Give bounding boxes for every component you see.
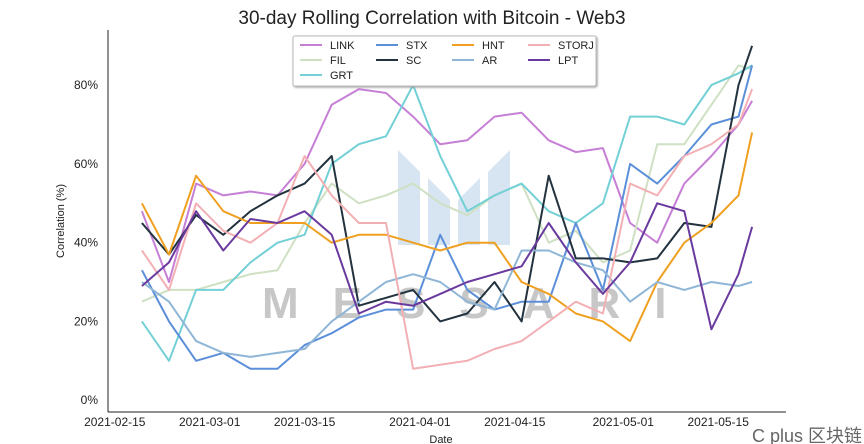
plot-area [140, 45, 754, 370]
y-ticks: 0% 20% 40% 60% 80% [74, 78, 98, 407]
y-tick-label: 20% [74, 314, 98, 328]
series-line-storj [141, 88, 754, 370]
messari-text-watermark: MESSARI [262, 279, 700, 328]
legend-label-lpt: LPT [558, 55, 578, 67]
x-tick-label: 2021-05-01 [593, 415, 655, 429]
series-line-grt [141, 64, 753, 362]
x-tick-label: 2021-04-15 [484, 415, 546, 429]
legend-box [292, 35, 597, 87]
messari-logo-watermark [398, 150, 510, 245]
legend-label-grt: GRT [330, 70, 353, 82]
y-tick-label: 0% [81, 393, 99, 407]
series-line-ar [141, 249, 753, 358]
series-line-hnt [141, 132, 754, 343]
x-tick-label: 2021-04-01 [389, 415, 451, 429]
legend-label-fil: FIL [330, 55, 346, 67]
legend-label-link: LINK [330, 40, 355, 52]
source-watermark: C plus 区块链 [752, 426, 862, 444]
series-line-fil [141, 64, 753, 303]
series-line-link [140, 88, 753, 283]
x-tick-label: 2021-03-01 [179, 415, 241, 429]
x-tick-label: 2021-02-15 [84, 415, 146, 429]
legend-label-ar: AR [482, 55, 497, 67]
legend-label-sc: SC [406, 55, 421, 67]
x-axis-label: Date [429, 434, 452, 444]
y-tick-label: 60% [74, 157, 98, 171]
legend-label-stx: STX [406, 40, 428, 52]
y-tick-label: 40% [74, 236, 98, 250]
series-line-sc [141, 45, 754, 323]
x-ticks: 2021-02-15 2021-03-01 2021-03-15 2021-04-01… [84, 415, 749, 429]
y-tick-label: 80% [74, 78, 98, 92]
series-line-stx [141, 65, 754, 370]
chart-title: 30-day Rolling Correlation with Bitcoin … [238, 8, 625, 29]
legend-label-hnt: HNT [482, 40, 505, 52]
legend-label-storj: STORJ [558, 40, 594, 52]
y-axis-label: Correlation (%) [55, 184, 67, 258]
series-line-lpt [141, 202, 754, 331]
x-tick-label: 2021-05-15 [688, 415, 750, 429]
x-tick-label: 2021-03-15 [274, 415, 336, 429]
legend: LINK FIL GRT STX SC HNT AR STORJ LPT [292, 35, 597, 87]
